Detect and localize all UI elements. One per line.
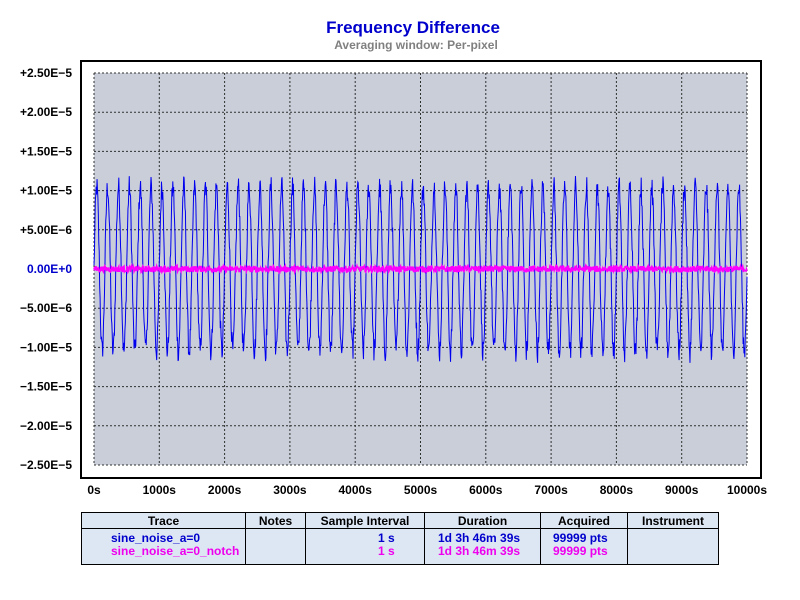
y-tick-label: +2.50E−5 — [20, 66, 72, 80]
instrument-cell — [627, 528, 719, 565]
x-tick-label: 4000s — [339, 483, 373, 497]
y-tick-label: +2.00E−5 — [20, 105, 72, 119]
y-tick-label: −5.00E−6 — [20, 301, 72, 315]
header-duration[interactable]: Duration — [424, 512, 541, 529]
duration-2: 1d 3h 46m 39s — [438, 544, 521, 558]
acquired-cell: 99999 pts 99999 pts — [540, 528, 628, 565]
trace-table-header: Trace Notes Sample Interval Duration Acq… — [81, 512, 719, 529]
acquired-2: 99999 pts — [553, 544, 608, 558]
instrument-1 — [628, 532, 718, 545]
trace-table: Trace Notes Sample Interval Duration Acq… — [81, 512, 719, 565]
interval-cell: 1 s 1 s — [305, 528, 425, 565]
interval-1: 1 s — [378, 531, 395, 545]
y-axis-ticks: +2.50E−5 +2.00E−5 +1.50E−5 +1.00E−5 +5.00E−6… — [20, 66, 72, 472]
x-axis-ticks: 0s 1000s 2000s 3000s 4000s 5000s 6000s 7000s 800… — [87, 483, 767, 497]
chart-subtitle: Averaging window: Per-pixel — [334, 38, 498, 52]
y-tick-label: −2.00E−5 — [20, 419, 72, 433]
x-tick-label: 1000s — [143, 483, 177, 497]
x-tick-label: 8000s — [600, 483, 634, 497]
x-tick-label: 5000s — [404, 483, 438, 497]
y-tick-label: +1.50E−5 — [20, 144, 72, 158]
notes-2 — [246, 545, 305, 558]
y-tick-label: −1.00E−5 — [20, 340, 72, 354]
acquired-1: 99999 pts — [553, 531, 608, 545]
notes-1 — [246, 532, 305, 545]
x-tick-label: 0s — [87, 483, 101, 497]
header-trace[interactable]: Trace — [81, 512, 246, 529]
series-line-notch — [93, 262, 748, 275]
chart-title: Frequency Difference — [326, 18, 500, 37]
interval-2: 1 s — [378, 544, 395, 558]
trace-cell: sine_noise_a=0 sine_noise_a=0_notch — [81, 528, 246, 565]
trace-name-2: sine_noise_a=0_notch — [111, 544, 240, 558]
instrument-2 — [628, 545, 718, 558]
header-instrument[interactable]: Instrument — [627, 512, 719, 529]
x-tick-label: 10000s — [727, 483, 767, 497]
y-tick-label: 0.00E+0 — [27, 262, 72, 276]
x-tick-label: 2000s — [208, 483, 242, 497]
y-tick-label: +5.00E−6 — [20, 223, 72, 237]
header-sample-interval[interactable]: Sample Interval — [305, 512, 425, 529]
notes-cell — [245, 528, 306, 565]
y-tick-label: +1.00E−5 — [20, 184, 72, 198]
x-tick-label: 9000s — [665, 483, 699, 497]
trace-name-1: sine_noise_a=0 — [111, 531, 201, 545]
x-tick-label: 3000s — [273, 483, 307, 497]
duration-cell: 1d 3h 46m 39s 1d 3h 46m 39s — [424, 528, 541, 565]
y-tick-label: −2.50E−5 — [20, 458, 72, 472]
header-acquired[interactable]: Acquired — [540, 512, 628, 529]
series-group — [93, 175, 748, 363]
y-tick-label: −1.50E−5 — [20, 380, 72, 394]
header-notes[interactable]: Notes — [245, 512, 306, 529]
chart: +2.50E−5 +2.00E−5 +1.50E−5 +1.00E−5 +5.00E−6… — [20, 60, 767, 497]
table-row[interactable]: sine_noise_a=0 sine_noise_a=0_notch 1 s … — [81, 528, 719, 565]
duration-1: 1d 3h 46m 39s — [438, 531, 521, 545]
x-tick-label: 7000s — [534, 483, 568, 497]
x-tick-label: 6000s — [469, 483, 503, 497]
